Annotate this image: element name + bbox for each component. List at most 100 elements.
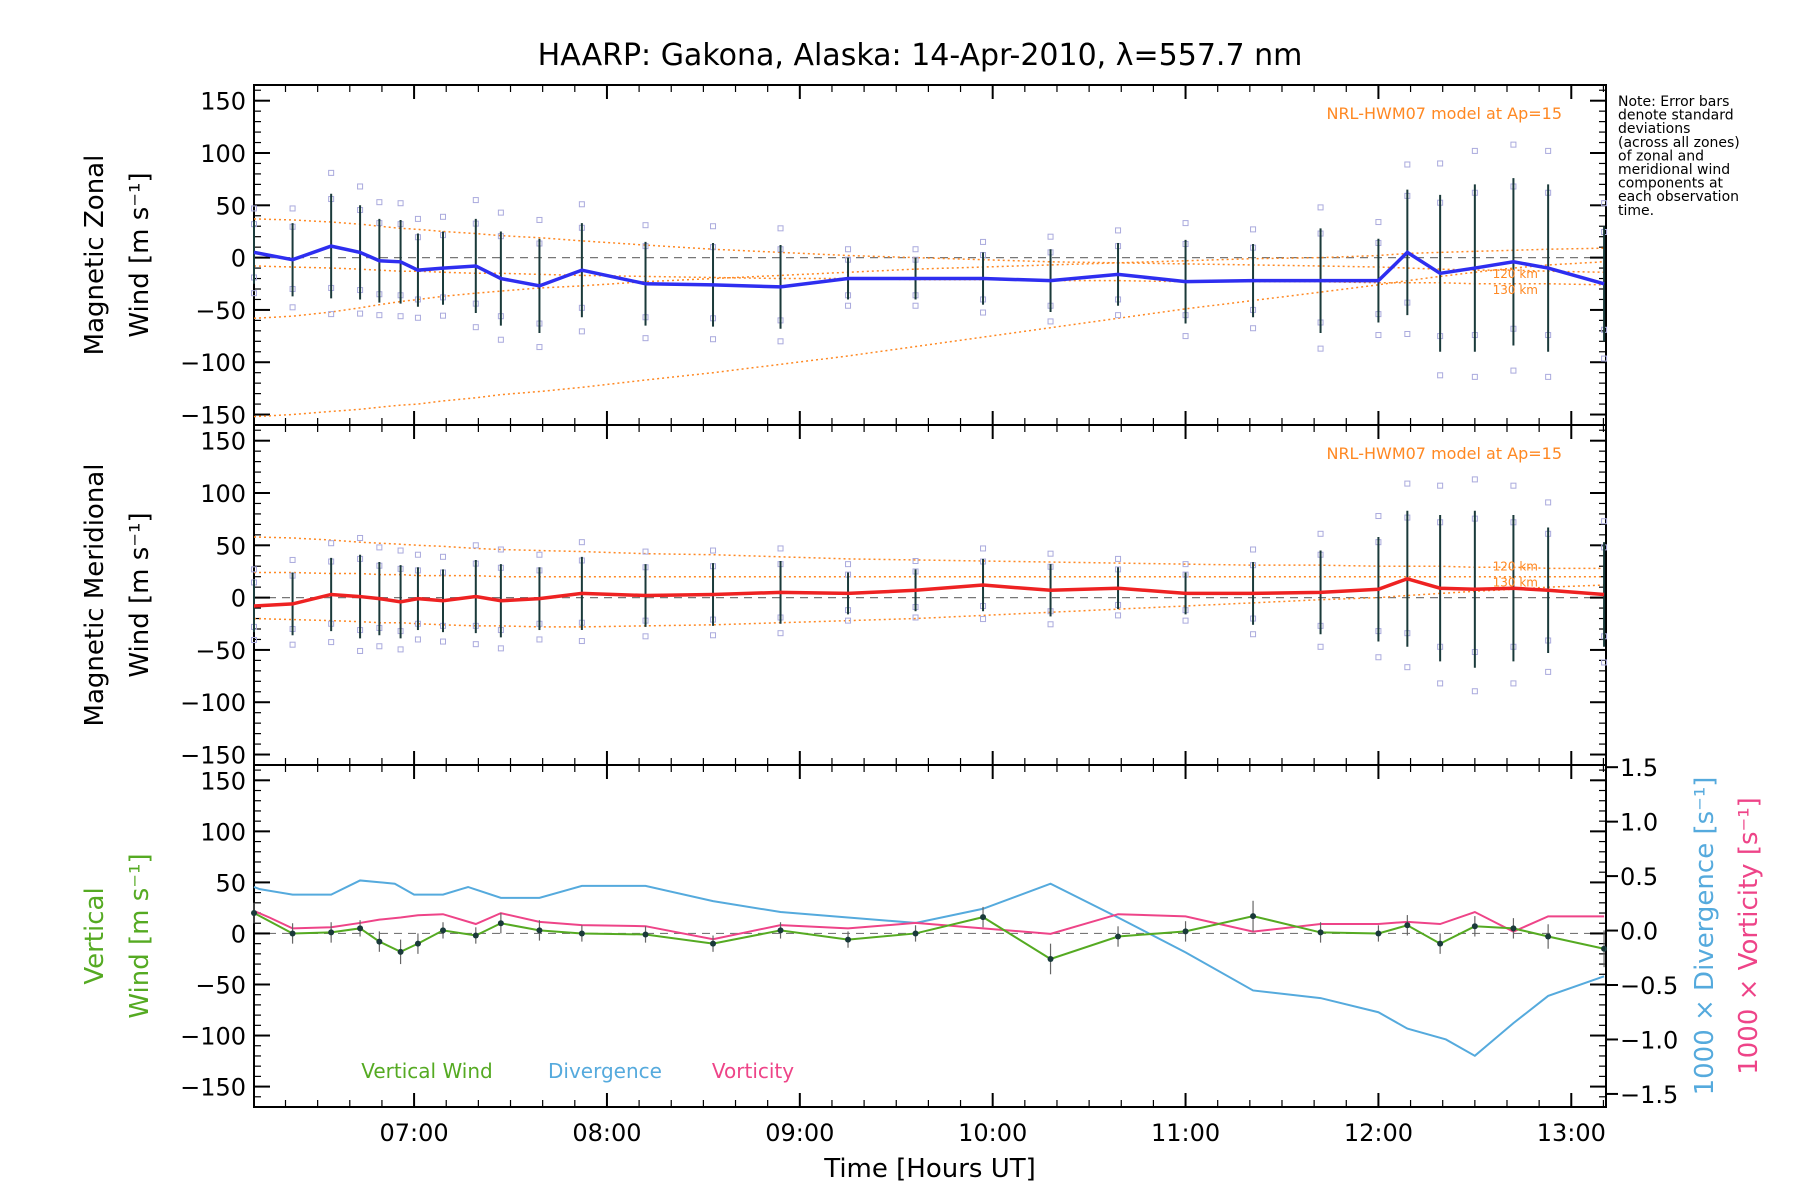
zone-point bbox=[376, 643, 383, 650]
zone-point bbox=[777, 630, 784, 637]
panel-vertical: −150 −100 −50 0 50 100 150 −1.5 −1.0 −0.5 0.0 0.5 1.… bbox=[80, 754, 1764, 1184]
y-tick-label: −150 bbox=[180, 742, 246, 770]
vertical-wind-point bbox=[1510, 925, 1517, 932]
zone-point bbox=[1545, 668, 1552, 675]
zone-point bbox=[251, 636, 257, 643]
zone-point bbox=[440, 638, 447, 645]
zone-point bbox=[376, 312, 383, 319]
y-tick-label: −150 bbox=[180, 402, 246, 430]
zone-point bbox=[440, 213, 447, 220]
x-tick-label: 07:00 bbox=[379, 1119, 448, 1147]
model-curve bbox=[254, 571, 1605, 578]
zone-point bbox=[1510, 141, 1517, 148]
zone-point bbox=[1182, 617, 1189, 624]
zone-point bbox=[1471, 688, 1478, 695]
y2-tick-label: −1.0 bbox=[1620, 1026, 1678, 1054]
zone-point bbox=[845, 561, 852, 568]
zone-point bbox=[1115, 612, 1122, 619]
zone-point bbox=[777, 545, 784, 552]
zone-point bbox=[578, 328, 585, 335]
zone-point bbox=[845, 246, 852, 253]
zone-point bbox=[1471, 476, 1478, 483]
zone-point bbox=[536, 636, 543, 643]
zone-point bbox=[1317, 643, 1324, 650]
zone-point bbox=[980, 309, 987, 316]
plot-frame bbox=[253, 764, 1607, 1108]
zone-point bbox=[710, 223, 717, 230]
legend-entry: Divergence bbox=[548, 1059, 662, 1083]
model-curve bbox=[253, 247, 1605, 320]
y-tick-label: 150 bbox=[200, 428, 246, 456]
y2-tick-label: 1.0 bbox=[1620, 809, 1658, 837]
vertical-wind-point bbox=[1471, 923, 1478, 930]
zone-point bbox=[1437, 680, 1444, 687]
note-line: Note: Error bars bbox=[1618, 94, 1729, 110]
x-tick-label: 09:00 bbox=[765, 1119, 834, 1147]
chart-title: HAARP: Gakona, Alaska: 14-Apr-2010, λ=55… bbox=[538, 38, 1303, 73]
vertical-wind-point bbox=[1404, 922, 1411, 929]
zone-point bbox=[777, 225, 784, 232]
model-alt-label: 120 km bbox=[1493, 560, 1538, 574]
zone-point bbox=[414, 551, 421, 558]
panel-zonal: −150 −100 −50 0 50 100 150 NRL-HWM07 model at A… bbox=[80, 84, 1608, 430]
zone-point bbox=[845, 617, 852, 624]
y2-axis-label: 1000 × Divergence [s⁻¹] bbox=[1690, 777, 1720, 1096]
zone-point bbox=[289, 205, 296, 212]
vertical-wind-point bbox=[1182, 928, 1189, 935]
vertical-wind-point bbox=[1317, 929, 1324, 936]
zone-point bbox=[357, 534, 364, 541]
note-line: meridional wind bbox=[1618, 162, 1730, 178]
y-axis-label: Vertical bbox=[80, 887, 110, 984]
vertical-wind-point bbox=[777, 927, 784, 934]
zone-point bbox=[376, 544, 383, 551]
vertical-wind-point bbox=[912, 930, 919, 937]
vertical-wind-point bbox=[578, 930, 585, 937]
zone-point bbox=[1375, 219, 1382, 226]
vertical-wind-point bbox=[328, 929, 335, 936]
zone-point bbox=[536, 216, 543, 223]
y2-tick-label: −1.5 bbox=[1620, 1081, 1678, 1109]
zone-point bbox=[414, 314, 421, 321]
zone-point bbox=[1437, 160, 1444, 167]
zone-point bbox=[1375, 513, 1382, 520]
panel-meridional: −150 −100 −50 0 50 100 150 NRL-HWM07 model at A… bbox=[80, 424, 1608, 770]
vertical-wind-point bbox=[1545, 933, 1552, 940]
y-tick-label: 0 bbox=[231, 920, 246, 948]
x-tick-label: 10:00 bbox=[958, 1119, 1027, 1147]
y3-axis-label: 1000 × Vorticity [s⁻¹] bbox=[1734, 797, 1764, 1075]
zone-point bbox=[1317, 204, 1324, 211]
zone-point bbox=[642, 548, 649, 555]
y-tick-label: −100 bbox=[180, 689, 246, 717]
zone-point bbox=[912, 302, 919, 309]
zone-point bbox=[1115, 227, 1122, 234]
zone-point bbox=[1182, 333, 1189, 340]
zone-point bbox=[328, 169, 335, 176]
zone-point bbox=[642, 222, 649, 229]
model-curve bbox=[253, 536, 1605, 570]
zone-point bbox=[710, 547, 717, 554]
x-tick-label: 08:00 bbox=[572, 1119, 641, 1147]
zone-point bbox=[251, 290, 257, 297]
wind-line bbox=[253, 576, 1605, 608]
zone-point bbox=[472, 542, 479, 549]
zone-point bbox=[980, 545, 987, 552]
zone-point bbox=[289, 304, 296, 311]
zone-point bbox=[414, 636, 421, 643]
zone-point bbox=[536, 551, 543, 558]
vertical-wind-point bbox=[1047, 955, 1054, 962]
y-axis-label: Magnetic Meridional bbox=[80, 464, 110, 727]
zone-point bbox=[536, 344, 543, 351]
zone-point bbox=[1404, 480, 1411, 487]
vertical-wind-point bbox=[357, 925, 364, 932]
y-tick-label: 100 bbox=[200, 140, 246, 168]
zone-point bbox=[397, 200, 404, 207]
zone-point bbox=[1601, 200, 1608, 207]
note-line: denote standard bbox=[1618, 108, 1734, 124]
x-tick-label: 12:00 bbox=[1344, 1119, 1413, 1147]
zone-point bbox=[397, 547, 404, 554]
legend-entry: Vertical Wind bbox=[361, 1059, 492, 1083]
zone-point bbox=[1601, 518, 1608, 525]
zone-point bbox=[251, 566, 257, 573]
model-curve bbox=[253, 265, 1605, 286]
